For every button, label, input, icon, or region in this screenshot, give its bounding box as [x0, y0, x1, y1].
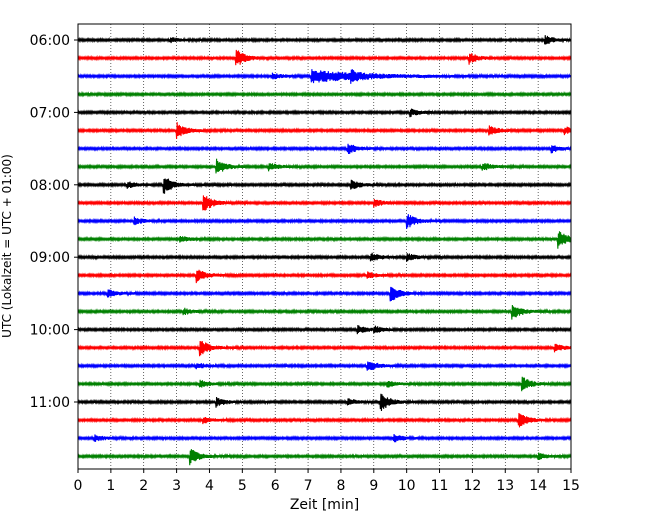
trace-0800 — [77, 178, 572, 194]
trace-1115 — [77, 413, 572, 428]
trace-0815 — [77, 195, 572, 211]
trace-0915 — [77, 269, 572, 284]
x-tick-label-4: 4 — [205, 478, 214, 494]
x-tick-label-1: 1 — [106, 478, 115, 494]
x-tick-label-15: 15 — [562, 478, 580, 494]
y-tick-label-2: 08:00 — [30, 178, 70, 194]
x-tick-label-14: 14 — [529, 478, 547, 494]
trace-1015 — [77, 341, 572, 357]
trace-0645 — [77, 91, 572, 98]
y-tick-label-0: 06:00 — [30, 33, 70, 49]
x-tick-label-11: 11 — [431, 478, 449, 494]
x-tick-label-5: 5 — [238, 478, 247, 494]
trace-0930 — [77, 286, 572, 302]
y-tick-label-1: 07:00 — [30, 105, 70, 121]
y-tick-label-3: 09:00 — [30, 250, 70, 266]
x-tick-label-8: 8 — [336, 478, 345, 494]
trace-0845 — [77, 231, 572, 249]
x-tick-label-7: 7 — [304, 478, 313, 494]
trace-0945 — [77, 304, 572, 320]
x-tick-label-10: 10 — [398, 478, 416, 494]
plot-frame — [77, 23, 572, 470]
x-axis-ticks: 0 1 2 3 4 5 6 7 8 9 10 11 12 13 14 15 — [74, 469, 580, 494]
seismogram-traces — [77, 35, 572, 466]
trace-0830 — [77, 214, 572, 229]
trace-0900 — [77, 252, 572, 262]
trace-0730 — [77, 143, 572, 154]
y-axis-label: UTC (Lokalzeit = UTC + 01:00) — [0, 154, 14, 338]
trace-1130 — [77, 434, 572, 443]
trace-1045 — [77, 376, 572, 392]
trace-0600 — [77, 35, 572, 45]
trace-0700 — [77, 108, 572, 118]
trace-1145 — [77, 449, 572, 466]
trace-1100 — [77, 393, 572, 412]
x-tick-label-12: 12 — [463, 478, 481, 494]
trace-1000 — [77, 324, 572, 335]
y-axis-ticks: 06:00 07:00 08:00 09:00 10:00 11:00 — [30, 33, 78, 411]
x-tick-label-2: 2 — [139, 478, 148, 494]
trace-0745 — [77, 158, 572, 174]
x-tick-label-13: 13 — [496, 478, 514, 494]
trace-0615 — [77, 49, 572, 66]
trace-1030 — [77, 361, 572, 371]
trace-0630 — [77, 69, 572, 84]
x-tick-label-6: 6 — [271, 478, 280, 494]
x-axis-label: Zeit [min] — [290, 497, 359, 513]
y-tick-label-5: 11:00 — [30, 395, 70, 411]
trace-0715 — [77, 122, 572, 140]
x-tick-label-0: 0 — [74, 478, 83, 494]
x-tick-label-3: 3 — [172, 478, 181, 494]
x-tick-label-9: 9 — [369, 478, 378, 494]
y-tick-label-4: 10:00 — [30, 323, 70, 339]
